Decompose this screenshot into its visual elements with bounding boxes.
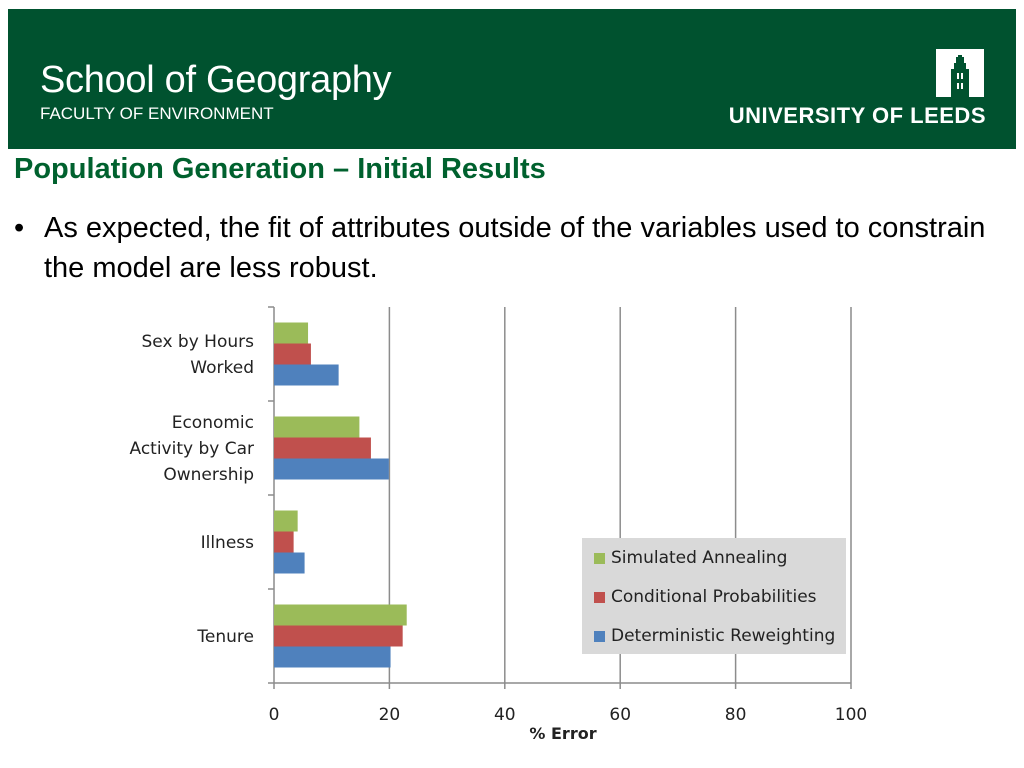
bullet-text: As expected, the fit of attributes outsi…	[44, 212, 986, 284]
chart-legend: Simulated Annealing Conditional Probabil…	[582, 538, 846, 654]
bar-simulated-annealing	[274, 416, 360, 438]
slide-title: Population Generation – Initial Results	[14, 153, 546, 185]
legend-swatch	[594, 591, 605, 603]
bar-conditional-probabilities	[274, 625, 403, 647]
bar-conditional-probabilities	[274, 531, 294, 553]
bar-deterministic-reweighting	[274, 364, 339, 386]
school-name: School of Geography	[40, 59, 392, 101]
x-tick-label: 100	[835, 705, 867, 725]
x-axis-label: % Error	[529, 724, 596, 743]
bar-simulated-annealing	[274, 510, 298, 532]
legend-item-deterministic-reweighting: Deterministic Reweighting	[594, 626, 835, 646]
header-banner: School of Geography FACULTY OF ENVIRONME…	[8, 9, 1016, 149]
legend-item-conditional-probabilities: Conditional Probabilities	[594, 587, 817, 607]
category-label: Economic Activity by Car Ownership	[129, 413, 254, 485]
legend-swatch	[594, 552, 605, 564]
x-tick-label: 60	[609, 705, 631, 725]
category-label-line: Tenure	[196, 627, 254, 647]
legend-item-simulated-annealing: Simulated Annealing	[594, 548, 787, 568]
category-label-line: Ownership	[163, 465, 254, 485]
bullet-point: • As expected, the fit of attributes out…	[14, 208, 1014, 288]
bar-conditional-probabilities	[274, 437, 371, 459]
category-label-line: Illness	[201, 533, 255, 553]
bar-deterministic-reweighting	[274, 552, 305, 574]
bullet-marker: •	[14, 212, 25, 244]
category-label: Sex by Hours Worked	[142, 332, 255, 378]
category-label: Tenure	[196, 627, 254, 647]
category-label-line: Worked	[190, 358, 254, 378]
category-label: Illness	[201, 533, 255, 553]
x-tick-label: 40	[494, 705, 516, 725]
bar-chart: Sex by Hours Worked Economic Activity by Ca…	[129, 306, 867, 743]
university-name: UNIVERSITY OF LEEDS	[728, 103, 986, 128]
category-label-line: Economic	[172, 413, 254, 433]
bar-deterministic-reweighting	[274, 646, 391, 668]
x-tick-label: 20	[379, 705, 401, 725]
legend-label: Simulated Annealing	[611, 548, 788, 568]
category-label-line: Sex by Hours	[142, 332, 255, 352]
bar-simulated-annealing	[274, 322, 309, 344]
bar-deterministic-reweighting	[274, 458, 389, 480]
bar-conditional-probabilities	[274, 343, 311, 365]
x-tick-label: 0	[269, 705, 280, 725]
faculty-name: FACULTY OF ENVIRONMENT	[40, 104, 274, 123]
bar-simulated-annealing	[274, 604, 407, 626]
x-tick-label: 80	[725, 705, 747, 725]
legend-label: Deterministic Reweighting	[611, 626, 836, 646]
tower-logo-icon	[936, 49, 984, 97]
legend-swatch	[594, 630, 605, 642]
legend-label: Conditional Probabilities	[611, 587, 817, 607]
tower-logo-graphic	[936, 49, 984, 97]
category-label-line: Activity by Car	[129, 439, 254, 459]
